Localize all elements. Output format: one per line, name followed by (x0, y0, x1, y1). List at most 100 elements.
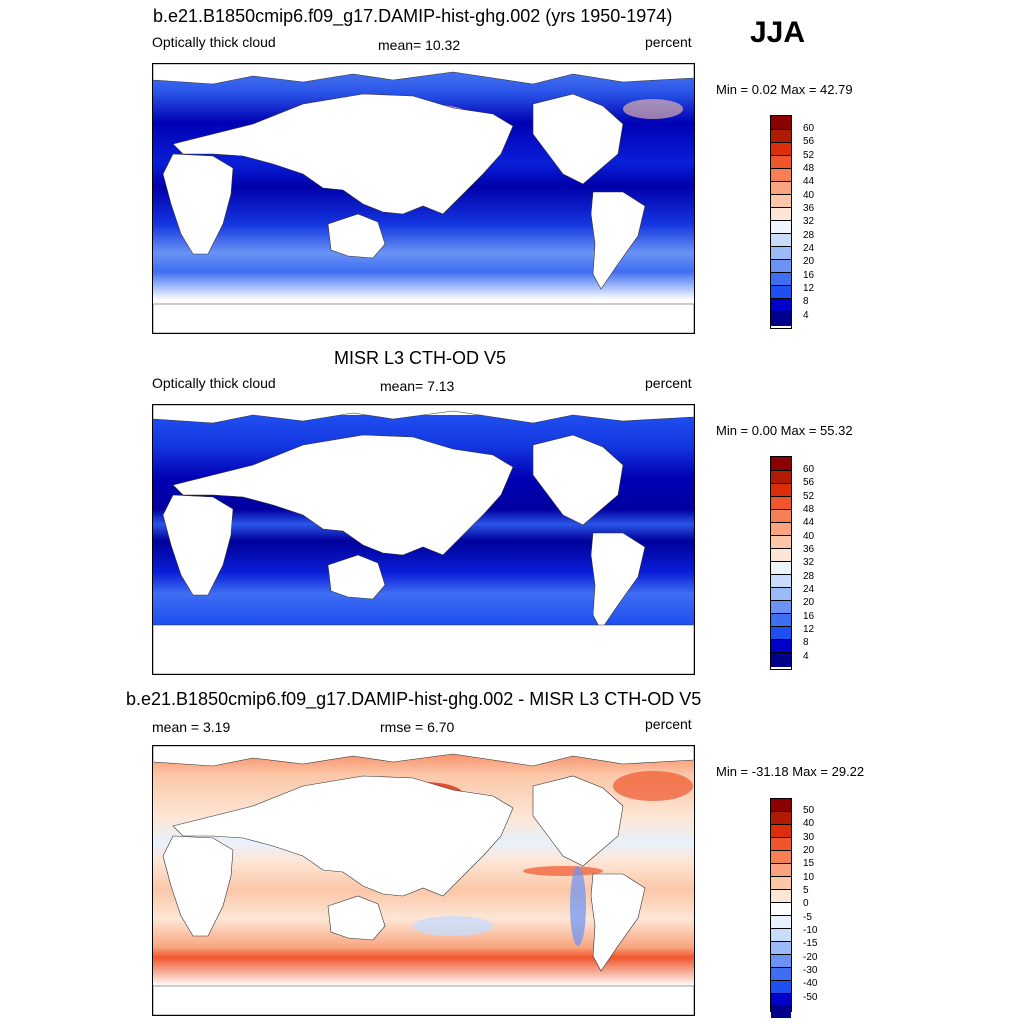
colorbar-swatch (771, 981, 791, 994)
colorbar-label: 40 (803, 818, 815, 829)
colorbar-label: 4 (803, 310, 809, 321)
colorbar-swatch (771, 799, 791, 812)
colorbar-label: 16 (803, 611, 815, 622)
colorbar-label: 32 (803, 216, 815, 227)
colorbar-swatch (771, 851, 791, 864)
colorbar-swatch (771, 994, 791, 1006)
panel-2-minmax: Min = 0.00 Max = 55.32 (716, 423, 853, 438)
colorbar-swatch (771, 182, 791, 195)
colorbar-label: 52 (803, 491, 815, 502)
colorbar-swatch (771, 497, 791, 510)
colorbar-label: 48 (803, 163, 815, 174)
colorbar-label: 8 (803, 637, 809, 648)
colorbar-label: 50 (803, 805, 815, 816)
positive-bias-patch (613, 771, 693, 801)
negative-bias-patch (570, 866, 586, 946)
colorbar-swatch (771, 299, 791, 312)
panel-2-map (152, 404, 695, 675)
colorbar-label: -30 (803, 965, 818, 976)
colorbar-label: 15 (803, 858, 815, 869)
colorbar-swatch (771, 614, 791, 627)
panel-3-map (152, 745, 695, 1016)
colorbar-swatch (771, 812, 791, 825)
panel-1-minmax: Min = 0.02 Max = 42.79 (716, 82, 853, 97)
panel-3-rmse: rmse = 6.70 (380, 719, 455, 735)
panel-3-title: b.e21.B1850cmip6.f09_g17.DAMIP-hist-ghg.… (126, 689, 702, 709)
colorbar-swatch (771, 838, 791, 851)
panel-1-title: b.e21.B1850cmip6.f09_g17.DAMIP-hist-ghg.… (153, 6, 673, 26)
panel-1-mean: mean= 10.32 (378, 37, 461, 53)
colorbar-swatch (771, 1006, 791, 1018)
colorbar-label: 40 (803, 531, 815, 542)
colorbar-label: 60 (803, 123, 815, 134)
colorbar-swatch (771, 562, 791, 575)
colorbar-label: 20 (803, 845, 815, 856)
colorbar-label: 20 (803, 597, 815, 608)
positive-bias-patch (523, 866, 603, 876)
colorbar-label: 16 (803, 270, 815, 281)
panel-3-minmax: Min = -31.18 Max = 29.22 (716, 764, 865, 779)
colorbar-label: 56 (803, 136, 815, 147)
colorbar-label: 4 (803, 651, 809, 662)
colorbar-label: 40 (803, 190, 815, 201)
colorbar-swatch (771, 640, 791, 653)
colorbar-label: 5 (803, 885, 809, 896)
continents (153, 746, 694, 1015)
colorbar-swatch (771, 916, 791, 929)
colorbar-label: -20 (803, 952, 818, 963)
panel-2-variable: Optically thick cloud (152, 375, 276, 391)
colorbar-label: 60 (803, 464, 815, 475)
colorbar-swatch (771, 273, 791, 286)
colorbar-label: 44 (803, 176, 815, 187)
panel-3-unit: percent (645, 716, 692, 732)
colorbar-label: 52 (803, 150, 815, 161)
colorbar-swatch (771, 260, 791, 273)
colorbar-swatch (771, 510, 791, 523)
colorbar-swatch (771, 601, 791, 614)
continents (153, 405, 694, 674)
colorbar-label: 12 (803, 283, 815, 294)
panel-1-map-canvas (153, 64, 694, 333)
colorbar-swatch (771, 864, 791, 877)
colorbar-swatch (771, 195, 791, 208)
colorbar-label: 12 (803, 624, 815, 635)
colorbar-swatch (771, 143, 791, 156)
panel-3-colorbar (770, 798, 792, 1018)
colorbar-label: -5 (803, 912, 812, 923)
panel-2-mean: mean= 7.13 (380, 378, 455, 394)
colorbar-label: 0 (803, 898, 809, 909)
colorbar-swatch (771, 942, 791, 955)
colorbar-label: -40 (803, 978, 818, 989)
colorbar-label: 10 (803, 872, 815, 883)
colorbar-label: -15 (803, 938, 818, 949)
colorbar-swatch (771, 588, 791, 601)
panel-3-map-canvas (153, 746, 694, 1015)
colorbar-label: 20 (803, 256, 815, 267)
negative-bias-patch (413, 916, 493, 936)
continents (153, 64, 694, 333)
colorbar-swatch (771, 955, 791, 968)
colorbar-label: 32 (803, 557, 815, 568)
colorbar-swatch (771, 536, 791, 549)
colorbar-label: 36 (803, 203, 815, 214)
panel-1-colorbar (770, 115, 792, 329)
colorbar-label: 28 (803, 571, 815, 582)
colorbar-swatch (771, 116, 791, 130)
colorbar-label: 48 (803, 504, 815, 515)
colorbar-label: 28 (803, 230, 815, 241)
colorbar-swatch (771, 234, 791, 247)
colorbar-swatch (771, 890, 791, 903)
colorbar-swatch (771, 877, 791, 890)
colorbar-swatch (771, 968, 791, 981)
colorbar-swatch (771, 156, 791, 169)
colorbar-swatch (771, 471, 791, 484)
colorbar-label: 56 (803, 477, 815, 488)
colorbar-swatch (771, 484, 791, 497)
panel-1-unit: percent (645, 34, 692, 50)
colorbar-swatch (771, 903, 791, 916)
panel-1-map (152, 63, 695, 334)
colorbar-swatch (771, 247, 791, 260)
colorbar-swatch (771, 653, 791, 667)
colorbar-swatch (771, 627, 791, 640)
high-cloud-patch (623, 99, 683, 119)
